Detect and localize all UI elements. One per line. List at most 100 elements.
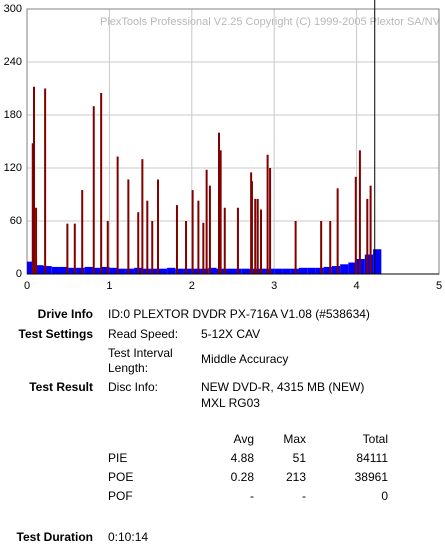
- bar: [241, 268, 250, 274]
- bar: [191, 268, 201, 274]
- x-tick-label: 3: [271, 280, 277, 292]
- spike: [250, 181, 253, 274]
- y-tick-label: 0: [16, 268, 22, 280]
- bar: [323, 266, 332, 274]
- spike: [336, 188, 339, 274]
- bar: [315, 267, 324, 274]
- y-tick-label: 240: [4, 56, 22, 68]
- bar: [307, 267, 316, 274]
- spike: [81, 190, 84, 274]
- table-cell: -: [302, 489, 306, 503]
- bar: [175, 268, 184, 274]
- spike: [175, 205, 178, 274]
- spike: [366, 198, 369, 274]
- spike: [35, 207, 38, 274]
- bar: [109, 267, 118, 274]
- spike: [236, 207, 239, 274]
- spike: [254, 198, 257, 274]
- bar: [167, 267, 176, 274]
- bar: [84, 266, 93, 274]
- spike: [219, 150, 222, 274]
- table-cell: PIE: [108, 451, 128, 465]
- bar: [298, 267, 308, 274]
- spike: [146, 200, 149, 274]
- label: Test Result: [29, 380, 93, 394]
- table-cell: POF: [108, 489, 133, 503]
- spike: [205, 169, 208, 274]
- bar: [340, 264, 349, 274]
- table-cell: 84111: [356, 451, 388, 465]
- bar: [364, 254, 374, 274]
- table-cell: 4.88: [230, 451, 254, 465]
- bar: [92, 267, 102, 274]
- bar: [208, 267, 217, 274]
- spike: [320, 221, 323, 274]
- table-cell: POE: [108, 470, 134, 484]
- spike: [66, 223, 69, 274]
- table-cell: -: [250, 489, 254, 503]
- spike: [208, 185, 211, 274]
- bar: [27, 261, 36, 274]
- label: Test Interval: [108, 346, 173, 360]
- spike: [358, 150, 361, 274]
- label: Drive Info: [37, 307, 93, 321]
- table-cell: Avg: [233, 432, 254, 446]
- chart-title: PlexTools Professional V2.25 Copyright (…: [100, 16, 441, 28]
- spike: [329, 221, 332, 274]
- value: MXL RG03: [201, 396, 260, 410]
- spike: [92, 106, 95, 275]
- spike: [44, 88, 47, 274]
- value: NEW DVD-R, 4315 MB (NEW): [201, 380, 365, 394]
- x-tick-label: 0: [24, 280, 30, 292]
- label: Test Duration: [16, 530, 93, 544]
- value: 0:10:14: [108, 530, 149, 544]
- spike: [127, 179, 130, 274]
- spike: [31, 143, 34, 274]
- spike: [157, 179, 160, 274]
- table-cell: 38961: [354, 470, 388, 484]
- x-tick-label: 5: [436, 280, 442, 292]
- spike: [256, 198, 259, 274]
- table-cell: 0: [381, 489, 388, 503]
- label: Disc Info:: [108, 380, 159, 394]
- y-tick-label: 180: [4, 109, 22, 121]
- bar: [183, 268, 192, 274]
- bar: [125, 268, 135, 274]
- bar: [76, 267, 85, 274]
- spike: [202, 222, 205, 274]
- label: Test Settings: [18, 327, 93, 341]
- bar: [373, 249, 382, 274]
- chart: PlexTools Professional V2.25 Copyright (…: [4, 0, 442, 292]
- bar: [249, 268, 258, 274]
- bar: [158, 268, 168, 274]
- bar: [274, 268, 283, 274]
- spike: [141, 159, 144, 274]
- spike: [106, 221, 109, 274]
- spike: [151, 221, 154, 274]
- bar: [43, 266, 52, 274]
- y-tick-label: 120: [4, 162, 22, 174]
- table-cell: Max: [283, 432, 306, 446]
- bar: [59, 266, 69, 274]
- value: Middle Accuracy: [201, 352, 289, 366]
- spike: [33, 86, 36, 274]
- spike: [354, 176, 357, 274]
- spike: [73, 223, 76, 274]
- spike: [223, 207, 226, 274]
- x-tick-label: 2: [189, 280, 195, 292]
- spike: [197, 200, 200, 274]
- bar: [51, 266, 60, 274]
- spike: [369, 185, 372, 274]
- plot-frame: [26, 8, 440, 275]
- spike: [191, 190, 194, 274]
- bar: [68, 267, 77, 274]
- y-tick-label: 60: [10, 215, 22, 227]
- value: ID:0 PLEXTOR DVDR PX-716A V1.08 (#538634…: [108, 307, 370, 321]
- bar: [101, 266, 110, 274]
- spike: [266, 154, 269, 274]
- spike: [294, 221, 297, 274]
- bar: [348, 262, 357, 274]
- bar: [282, 268, 291, 274]
- bar: [150, 268, 159, 274]
